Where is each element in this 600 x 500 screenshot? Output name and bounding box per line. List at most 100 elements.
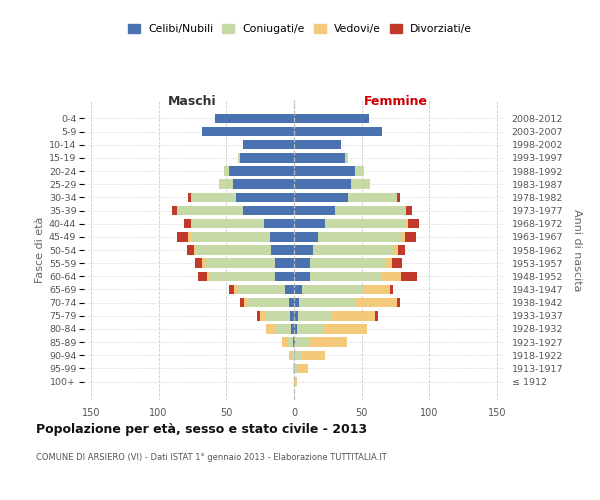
Bar	[392, 258, 403, 268]
Bar	[282, 338, 287, 347]
Bar	[284, 284, 294, 294]
Bar	[294, 311, 298, 320]
Bar	[398, 246, 405, 254]
Bar	[172, 206, 178, 216]
Bar	[310, 272, 381, 281]
Bar	[191, 232, 269, 241]
Bar	[408, 219, 419, 228]
Bar	[309, 338, 347, 347]
Bar	[235, 284, 237, 294]
Bar	[264, 219, 294, 228]
Bar	[260, 311, 266, 320]
Bar	[299, 298, 356, 308]
Bar	[187, 246, 194, 254]
Bar	[290, 311, 294, 320]
Bar	[229, 284, 235, 294]
Y-axis label: Anni di nascita: Anni di nascita	[572, 209, 582, 291]
Bar	[381, 272, 401, 281]
Bar	[294, 377, 297, 386]
Bar	[325, 219, 406, 228]
Bar	[184, 219, 191, 228]
Bar	[196, 246, 271, 254]
Bar	[294, 246, 313, 254]
Bar	[178, 232, 188, 241]
Bar	[397, 192, 400, 202]
Bar	[188, 232, 191, 241]
Bar	[294, 192, 348, 202]
Bar	[294, 350, 301, 360]
Bar	[294, 324, 297, 334]
Bar	[294, 232, 319, 241]
Bar	[294, 180, 351, 189]
Bar	[294, 258, 310, 268]
Bar	[298, 311, 332, 320]
Bar	[356, 298, 397, 308]
Bar	[224, 166, 229, 176]
Bar	[198, 272, 207, 281]
Text: COMUNE DI ARSIERO (VI) - Dati ISTAT 1° gennaio 2013 - Elaborazione TUTTITALIA.IT: COMUNE DI ARSIERO (VI) - Dati ISTAT 1° g…	[36, 452, 387, 462]
Text: Popolazione per età, sesso e stato civile - 2013: Popolazione per età, sesso e stato civil…	[36, 422, 367, 436]
Bar	[294, 338, 295, 347]
Bar	[390, 284, 393, 294]
Bar	[207, 272, 210, 281]
Bar	[335, 206, 406, 216]
Bar	[275, 272, 294, 281]
Bar	[242, 140, 294, 149]
Bar	[275, 324, 291, 334]
Bar	[363, 284, 390, 294]
Bar	[188, 192, 191, 202]
Text: Maschi: Maschi	[168, 95, 217, 108]
Bar	[297, 324, 324, 334]
Bar	[291, 324, 294, 334]
Bar	[191, 219, 193, 228]
Bar	[294, 364, 297, 373]
Bar	[348, 192, 397, 202]
Bar	[406, 206, 412, 216]
Bar	[294, 140, 341, 149]
Bar	[236, 192, 294, 202]
Bar	[193, 219, 264, 228]
Bar	[401, 272, 417, 281]
Bar	[324, 324, 367, 334]
Bar	[248, 298, 289, 308]
Bar	[275, 258, 294, 268]
Bar	[215, 114, 294, 123]
Bar	[257, 311, 260, 320]
Bar	[195, 258, 202, 268]
Bar	[313, 246, 394, 254]
Bar	[319, 232, 403, 241]
Bar	[297, 364, 308, 373]
Bar	[302, 284, 363, 294]
Bar	[310, 258, 385, 268]
Bar	[301, 350, 325, 360]
Bar	[294, 219, 325, 228]
Bar	[240, 153, 294, 162]
Bar	[202, 258, 205, 268]
Bar	[191, 192, 236, 202]
Bar	[385, 258, 392, 268]
Bar	[289, 298, 294, 308]
Bar	[293, 364, 294, 373]
Bar	[406, 219, 408, 228]
Bar	[346, 153, 348, 162]
Bar	[240, 298, 244, 308]
Bar	[266, 311, 290, 320]
Bar	[332, 311, 375, 320]
Bar	[355, 166, 364, 176]
Bar	[194, 246, 196, 254]
Bar	[287, 338, 293, 347]
Text: Femmine: Femmine	[364, 95, 428, 108]
Bar	[405, 232, 416, 241]
Bar	[229, 166, 294, 176]
Bar	[244, 298, 248, 308]
Bar	[294, 127, 382, 136]
Bar	[220, 180, 233, 189]
Bar	[202, 127, 294, 136]
Bar	[269, 232, 294, 241]
Bar	[237, 284, 284, 294]
Bar	[294, 166, 355, 176]
Bar	[294, 114, 368, 123]
Bar	[403, 232, 405, 241]
Y-axis label: Fasce di età: Fasce di età	[35, 217, 44, 283]
Bar	[266, 324, 275, 334]
